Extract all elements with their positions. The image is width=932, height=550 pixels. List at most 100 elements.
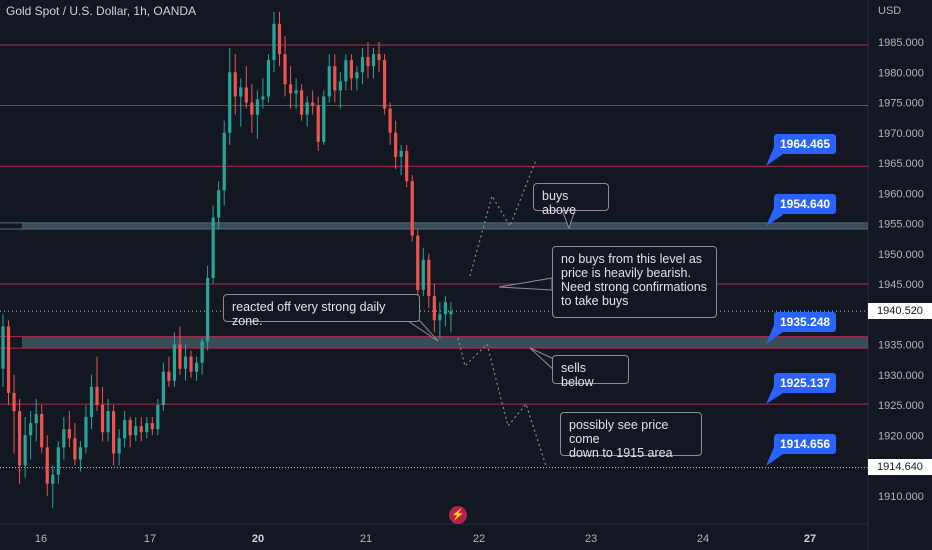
candle-body [277, 23, 282, 55]
candle-body [250, 102, 254, 115]
zone-1 [22, 336, 868, 349]
level-label-1925[interactable]: 1925.137 [774, 373, 837, 393]
price-tick-label: 1965.000 [878, 158, 924, 170]
candle-body [338, 81, 342, 91]
price-tick-label: 1935.000 [878, 340, 924, 352]
candle-body [150, 423, 154, 430]
candle-body [432, 296, 436, 321]
candle-body [283, 54, 287, 85]
candle-body [349, 60, 353, 79]
candle-body [266, 60, 271, 97]
candle-body [288, 84, 293, 94]
bullish-projection-path [469, 159, 537, 277]
tradingview-flash-icon[interactable]: ⚡ [449, 506, 467, 524]
candle-body [145, 423, 149, 433]
candle-body [333, 66, 337, 91]
candle-body [134, 426, 138, 436]
candle-body [84, 417, 88, 448]
candle-body [366, 57, 370, 67]
candle-body [427, 259, 431, 297]
currency-label: USD [878, 5, 902, 17]
price-axis-ticks: 1985.000 1980.000 1975.000 1970.000 1965.000… [878, 37, 924, 503]
candle-body [233, 72, 237, 97]
candle-body [416, 235, 420, 291]
candles-layer [1, 11, 453, 508]
candle-body [78, 447, 83, 460]
candle-body [183, 356, 188, 369]
candle-body [322, 96, 326, 142]
candle-body [394, 132, 398, 157]
time-tick-label: 17 [144, 533, 156, 545]
candle-body [117, 438, 121, 454]
callout-possibly[interactable]: possibly see price come down to 1915 are… [560, 412, 702, 460]
time-axis-ticks: 16 17 20 21 22 23 24 27 [35, 533, 816, 545]
price-tick-label: 1945.000 [878, 279, 924, 291]
candle-body [123, 420, 127, 439]
candle-body [23, 435, 27, 466]
candle-body [67, 429, 71, 439]
candle-body [51, 474, 55, 484]
candle-body [272, 23, 276, 61]
current-price-tag: 1940.520 [868, 303, 932, 319]
callout-buys-above[interactable]: buys above [533, 183, 609, 217]
candle-body [382, 60, 387, 109]
level-label-1964[interactable]: 1964.465 [774, 134, 837, 154]
candle-body [371, 54, 376, 67]
candle-body [244, 87, 248, 103]
candle-body [211, 217, 215, 278]
price-tick-label: 1910.000 [878, 491, 924, 503]
candle-body [206, 277, 210, 342]
candle-body [327, 66, 331, 97]
candle-body [6, 326, 11, 393]
candle-body [344, 60, 348, 82]
candle-body [156, 405, 160, 430]
candle-body [405, 150, 409, 182]
level-label-1954[interactable]: 1954.640 [774, 194, 837, 214]
price-tick-label: 1955.000 [878, 219, 924, 231]
time-tick-label: 24 [697, 533, 709, 545]
chart-title: Gold Spot / U.S. Dollar, 1h, OANDA [6, 4, 197, 18]
candle-body [355, 72, 359, 79]
candle-body [217, 190, 221, 218]
candle-body [29, 423, 33, 436]
price-tick-label: 1930.000 [878, 370, 924, 382]
candle-body [421, 259, 425, 291]
level-label-1935[interactable]: 1935.248 [774, 312, 837, 332]
level-label-1914[interactable]: 1914.656 [774, 434, 837, 454]
price-tick-label: 1960.000 [878, 188, 924, 200]
candle-body [261, 96, 265, 100]
candle-body [200, 341, 204, 363]
candle-body [438, 314, 442, 321]
candle-body [399, 150, 403, 157]
callout-no-buys[interactable]: no buys from this level as price is heav… [552, 246, 717, 318]
candle-body [112, 411, 116, 454]
candle-body [360, 57, 365, 73]
price-tick-label: 1975.000 [878, 98, 924, 110]
time-tick-label: 16 [35, 533, 47, 545]
candle-body [1, 326, 5, 369]
price-tick-label: 1920.000 [878, 430, 924, 442]
candle-body [228, 72, 232, 133]
candle-body [239, 87, 243, 97]
candle-body [161, 371, 165, 405]
candle-body [194, 362, 199, 372]
candle-body [73, 438, 77, 460]
callout-sells-below[interactable]: sells below [552, 355, 629, 389]
time-tick-label: 21 [360, 533, 372, 545]
candle-body [89, 386, 94, 418]
candle-body [139, 426, 143, 433]
candle-body [56, 447, 60, 475]
candle-body [40, 414, 44, 448]
candle-body [62, 429, 66, 448]
zone-0 [22, 222, 868, 229]
callout-reacted[interactable]: reacted off very strong daily zone. [223, 294, 420, 328]
marked-price-tag: 1914.640 [868, 459, 932, 475]
candle-body [178, 344, 182, 369]
candle-body [294, 90, 298, 94]
candle-body [172, 344, 177, 381]
candle-body [443, 302, 447, 315]
candle-body [300, 90, 304, 115]
price-tick-label: 1980.000 [878, 67, 924, 79]
candle-body [12, 392, 16, 412]
